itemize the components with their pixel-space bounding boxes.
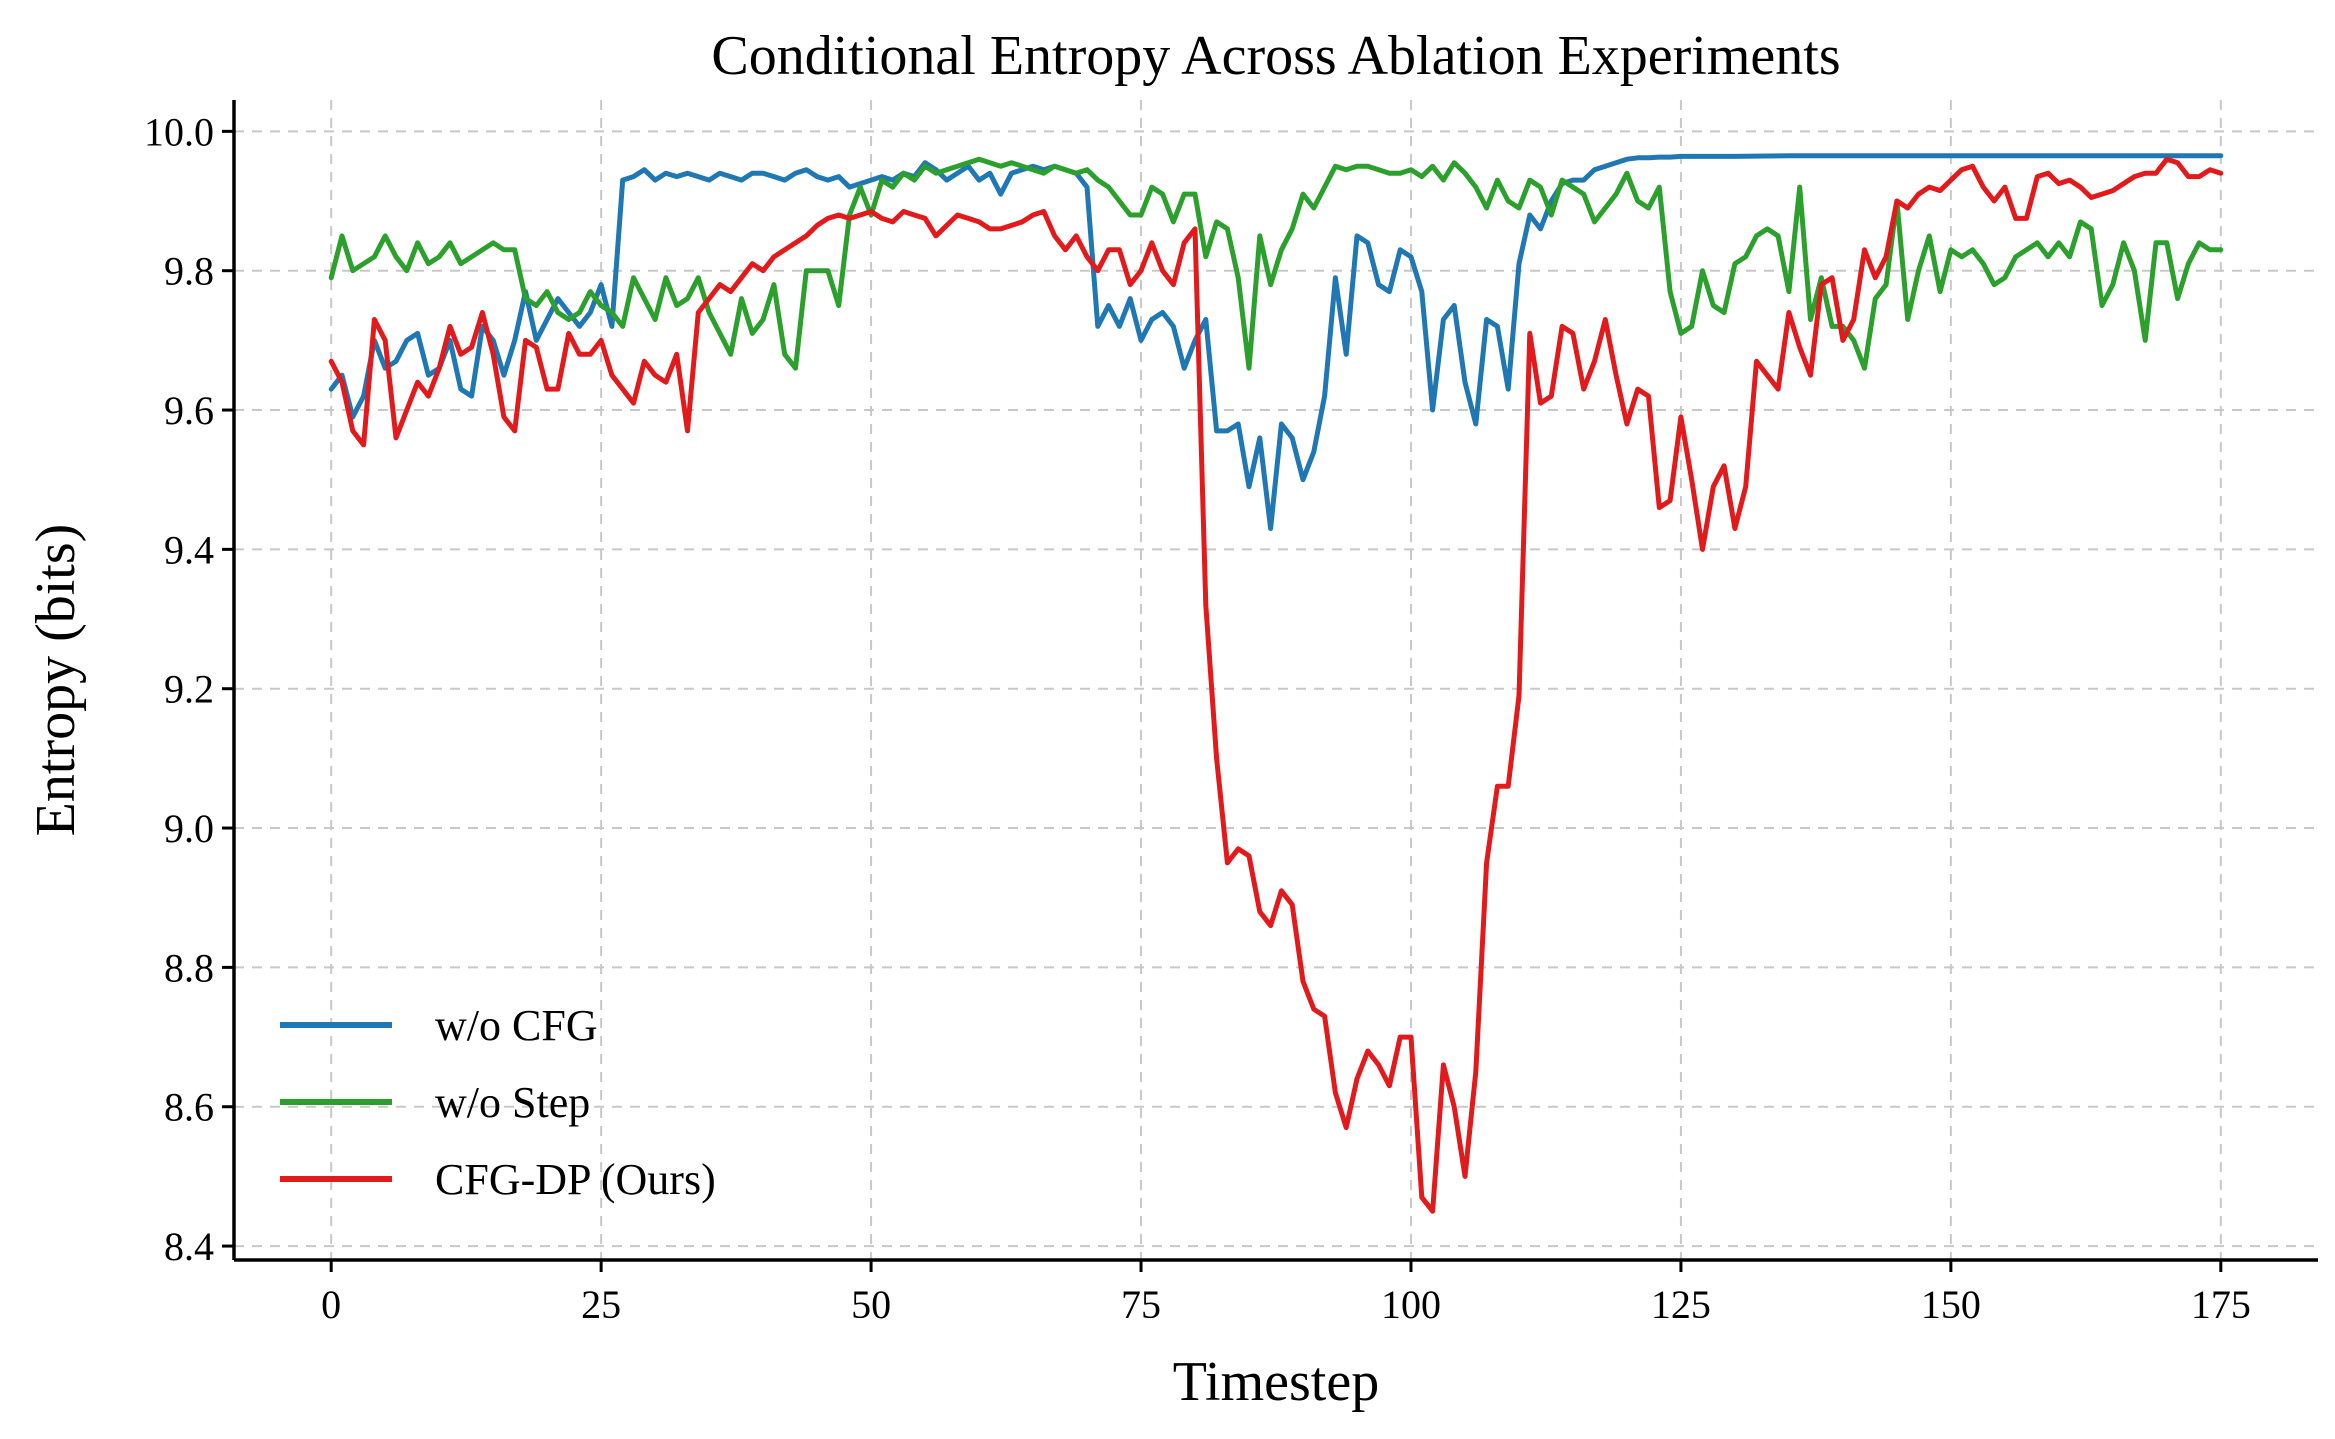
series-line-w-o-cfg bbox=[328, 153, 2224, 531]
x-tick-label: 125 bbox=[1651, 1282, 1711, 1327]
x-tick-label: 150 bbox=[1921, 1282, 1981, 1327]
y-tick-label: 9.2 bbox=[164, 667, 214, 712]
x-tick-label: 75 bbox=[1121, 1282, 1161, 1327]
grid-lines bbox=[234, 100, 2318, 1260]
legend-label-cfg-dp-ours: CFG-DP (Ours) bbox=[435, 1155, 716, 1204]
y-axis-label: Entropy (bits) bbox=[25, 524, 87, 837]
x-tick-label: 50 bbox=[851, 1282, 891, 1327]
y-tick-label: 8.4 bbox=[164, 1224, 214, 1269]
y-tick-label: 9.4 bbox=[164, 527, 214, 572]
series-line-w-o-step bbox=[328, 156, 2224, 371]
legend: w/o CFG w/o Step CFG-DP (Ours) bbox=[280, 1001, 716, 1204]
y-ticks: 8.4 8.6 8.8 9.0 9.2 9.4 9.6 9.8 10.0 bbox=[144, 109, 234, 1269]
series-lines bbox=[328, 153, 2224, 1214]
y-tick-label: 8.6 bbox=[164, 1085, 214, 1130]
legend-label-w-o-step: w/o Step bbox=[435, 1078, 590, 1127]
legend-label-w-o-cfg: w/o CFG bbox=[435, 1001, 598, 1050]
y-tick-label: 8.8 bbox=[164, 945, 214, 990]
x-ticks: 0 25 50 75 100 125 150 175 bbox=[321, 1260, 2251, 1327]
x-tick-label: 100 bbox=[1381, 1282, 1441, 1327]
y-tick-label: 9.8 bbox=[164, 249, 214, 294]
chart-title: Conditional Entropy Across Ablation Expe… bbox=[711, 25, 1840, 87]
y-tick-label: 10.0 bbox=[144, 109, 214, 154]
x-tick-label: 25 bbox=[581, 1282, 621, 1327]
y-tick-label: 9.6 bbox=[164, 388, 214, 433]
x-axis-label: Timestep bbox=[1173, 1351, 1379, 1413]
y-tick-label: 9.0 bbox=[164, 806, 214, 851]
x-tick-label: 175 bbox=[2191, 1282, 2251, 1327]
axes bbox=[232, 100, 2318, 1262]
x-tick-label: 0 bbox=[321, 1282, 341, 1327]
series-line-cfg-dp-ours bbox=[328, 156, 2224, 1214]
